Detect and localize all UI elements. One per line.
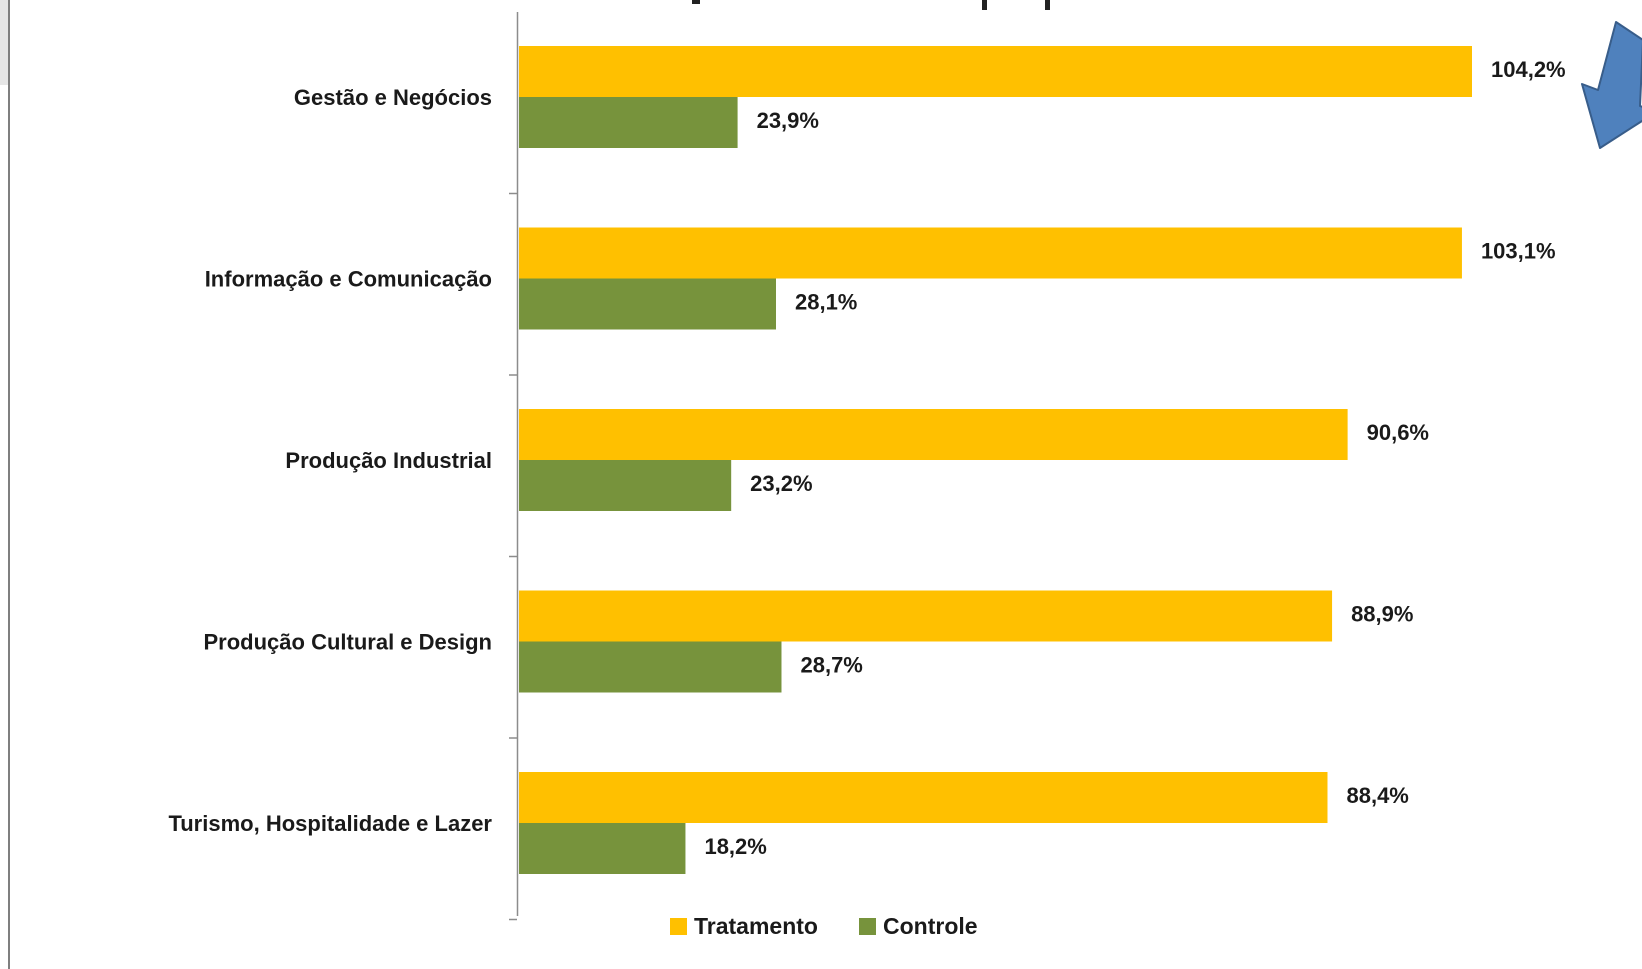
data-label: 88,4% [1346, 783, 1408, 808]
data-label: 18,2% [704, 834, 766, 859]
bar-controle [519, 460, 732, 511]
value-labels: 104,2% 23,9% 103,1% 28,1% 90,6% 23,2% 88,9% 28,… [704, 57, 1565, 859]
bar-tratamento [519, 772, 1328, 823]
bars-group [519, 46, 1472, 874]
data-label: 23,2% [750, 471, 812, 496]
category-label: Informação e Comunicação [205, 267, 492, 292]
data-label: 28,1% [795, 290, 857, 315]
legend-swatch-tratamento [670, 918, 687, 935]
axis-ticks [509, 192, 517, 921]
cut-off-title-fragments [692, 0, 1050, 10]
category-label: Produção Industrial [285, 448, 492, 473]
bar-tratamento [519, 227, 1462, 279]
legend-label-controle: Controle [883, 913, 978, 939]
bar-controle [519, 97, 738, 148]
legend-swatch-controle [859, 918, 876, 935]
data-label: 90,6% [1367, 420, 1429, 445]
legend: Tratamento Controle [670, 913, 978, 939]
bar-tratamento [519, 46, 1472, 97]
annotation-arrow-icon [1581, 21, 1642, 149]
window-edge-shade [0, 0, 8, 85]
bar-controle [519, 641, 782, 693]
bar-controle [519, 823, 686, 874]
data-label: 88,9% [1351, 602, 1413, 627]
category-label: Gestão e Negócios [294, 85, 492, 110]
data-label: 103,1% [1481, 239, 1556, 264]
window-frame-line [8, 0, 10, 969]
category-label: Produção Cultural e Design [204, 630, 493, 655]
bar-controle [519, 278, 776, 330]
category-labels: Gestão e Negócios Informação e Comunicaçã… [168, 85, 492, 836]
bar-tratamento [519, 409, 1348, 460]
legend-label-tratamento: Tratamento [694, 913, 818, 939]
data-label: 23,9% [757, 108, 819, 133]
data-label: 28,7% [800, 653, 862, 678]
category-label: Turismo, Hospitalidade e Lazer [168, 811, 492, 836]
data-label: 104,2% [1491, 57, 1566, 82]
bar-tratamento [519, 590, 1333, 642]
